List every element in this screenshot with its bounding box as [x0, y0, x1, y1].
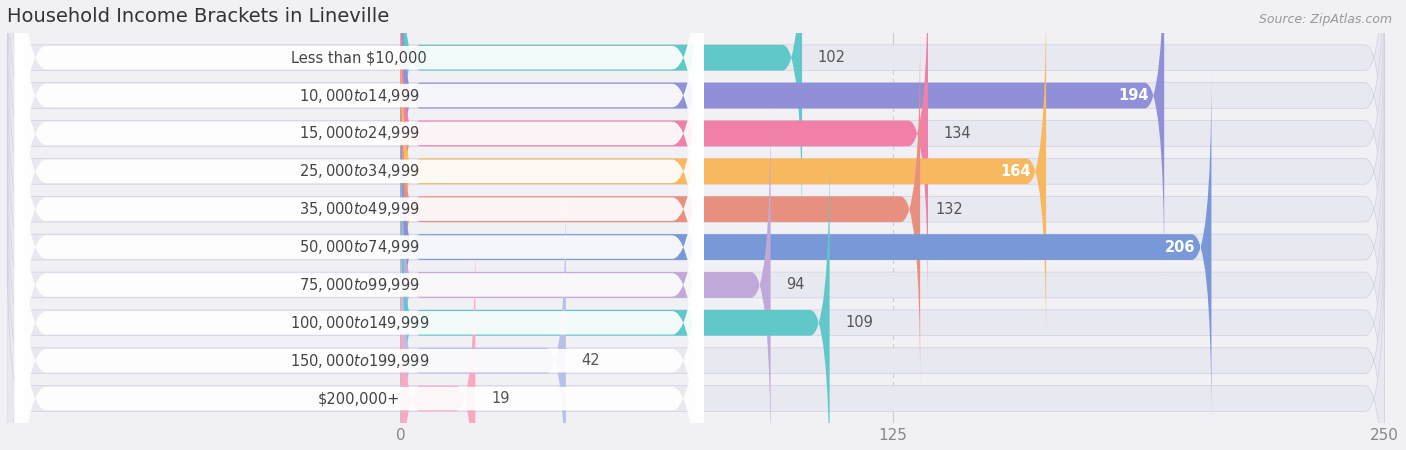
Text: 206: 206 — [1166, 239, 1195, 255]
FancyBboxPatch shape — [15, 0, 703, 425]
Text: 134: 134 — [943, 126, 972, 141]
FancyBboxPatch shape — [401, 71, 1212, 423]
Text: $15,000 to $24,999: $15,000 to $24,999 — [299, 125, 419, 143]
Text: 164: 164 — [1000, 164, 1031, 179]
FancyBboxPatch shape — [401, 33, 920, 386]
Text: $75,000 to $99,999: $75,000 to $99,999 — [299, 276, 419, 294]
Text: $25,000 to $34,999: $25,000 to $34,999 — [299, 162, 419, 180]
Text: 42: 42 — [582, 353, 600, 368]
FancyBboxPatch shape — [401, 0, 1046, 348]
FancyBboxPatch shape — [15, 0, 703, 387]
FancyBboxPatch shape — [15, 0, 703, 450]
FancyBboxPatch shape — [7, 184, 1385, 450]
FancyBboxPatch shape — [15, 32, 703, 450]
FancyBboxPatch shape — [7, 0, 1385, 272]
Text: Source: ZipAtlas.com: Source: ZipAtlas.com — [1258, 14, 1392, 27]
FancyBboxPatch shape — [7, 0, 1385, 310]
FancyBboxPatch shape — [7, 146, 1385, 450]
Text: Household Income Brackets in Lineville: Household Income Brackets in Lineville — [7, 7, 389, 26]
Text: 102: 102 — [818, 50, 846, 65]
Text: 132: 132 — [936, 202, 963, 217]
FancyBboxPatch shape — [401, 0, 928, 310]
FancyBboxPatch shape — [7, 71, 1385, 423]
FancyBboxPatch shape — [7, 222, 1385, 450]
Text: $35,000 to $49,999: $35,000 to $49,999 — [299, 200, 419, 218]
FancyBboxPatch shape — [15, 0, 703, 450]
FancyBboxPatch shape — [7, 33, 1385, 386]
FancyBboxPatch shape — [401, 0, 801, 234]
Text: $50,000 to $74,999: $50,000 to $74,999 — [299, 238, 419, 256]
FancyBboxPatch shape — [15, 0, 703, 450]
Text: 194: 194 — [1118, 88, 1149, 103]
FancyBboxPatch shape — [401, 146, 830, 450]
FancyBboxPatch shape — [15, 107, 703, 450]
FancyBboxPatch shape — [7, 108, 1385, 450]
Text: 94: 94 — [786, 278, 804, 292]
Text: $10,000 to $14,999: $10,000 to $14,999 — [299, 86, 419, 104]
FancyBboxPatch shape — [15, 69, 703, 450]
Text: $200,000+: $200,000+ — [318, 391, 401, 406]
FancyBboxPatch shape — [401, 184, 565, 450]
FancyBboxPatch shape — [15, 0, 703, 450]
FancyBboxPatch shape — [401, 108, 770, 450]
FancyBboxPatch shape — [15, 0, 703, 349]
FancyBboxPatch shape — [7, 0, 1385, 348]
FancyBboxPatch shape — [401, 0, 1164, 272]
Text: $100,000 to $149,999: $100,000 to $149,999 — [290, 314, 429, 332]
FancyBboxPatch shape — [7, 0, 1385, 234]
FancyBboxPatch shape — [401, 222, 475, 450]
Text: $150,000 to $199,999: $150,000 to $199,999 — [290, 352, 429, 370]
Text: Less than $10,000: Less than $10,000 — [291, 50, 427, 65]
Text: 109: 109 — [845, 315, 873, 330]
Text: 19: 19 — [491, 391, 509, 406]
